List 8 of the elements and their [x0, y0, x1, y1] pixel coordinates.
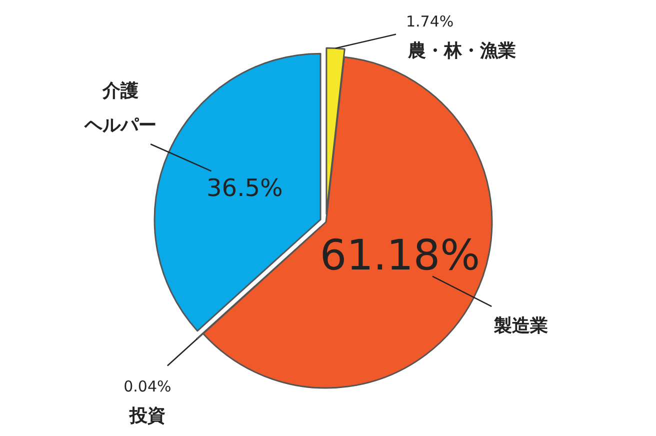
slice-label: 介護ヘルパー	[83, 80, 156, 136]
slice-label: 農・林・漁業	[407, 40, 516, 62]
data-label: 61.18%	[320, 230, 480, 280]
data-label: 1.74%	[406, 12, 454, 30]
slice-label: 製造業	[493, 316, 548, 337]
slice-label: 投資	[128, 406, 166, 427]
data-label: 36.5%	[206, 174, 283, 202]
data-label: 0.04%	[124, 378, 172, 396]
